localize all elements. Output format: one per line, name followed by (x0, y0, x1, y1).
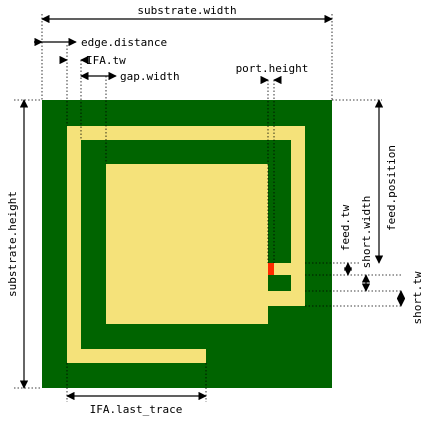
ifa-right-trace (291, 126, 305, 306)
ifa-last-trace-label: IFA.last_trace (90, 403, 183, 416)
feed-position-label: feed.position (385, 145, 398, 231)
short-stub (268, 291, 305, 306)
substrate-height-label: substrate.height (6, 191, 19, 297)
ifa-left-trace (67, 126, 81, 363)
ifa-bottom-last-trace (67, 349, 206, 363)
ifa-top-trace (67, 126, 305, 140)
feed-line (268, 263, 305, 275)
edge-distance-label: edge.distance (81, 36, 167, 49)
port-height-label: port.height (236, 62, 309, 75)
ifa-tw-label: IFA.tw (86, 54, 126, 67)
feed-tw-label: feed.tw (339, 204, 352, 251)
dimension-arrows (19, 14, 406, 401)
gap-width-label: gap.width (120, 70, 180, 83)
feed-port (268, 263, 274, 275)
dimension-labels: substrate.width edge.distance IFA.tw gap… (6, 4, 424, 416)
ifa-trace (67, 126, 305, 363)
short-width-label: short.width (360, 196, 373, 269)
ground-patch (106, 164, 268, 324)
short-tw-label: short.tw (411, 271, 424, 324)
substrate-width-label: substrate.width (137, 4, 236, 17)
